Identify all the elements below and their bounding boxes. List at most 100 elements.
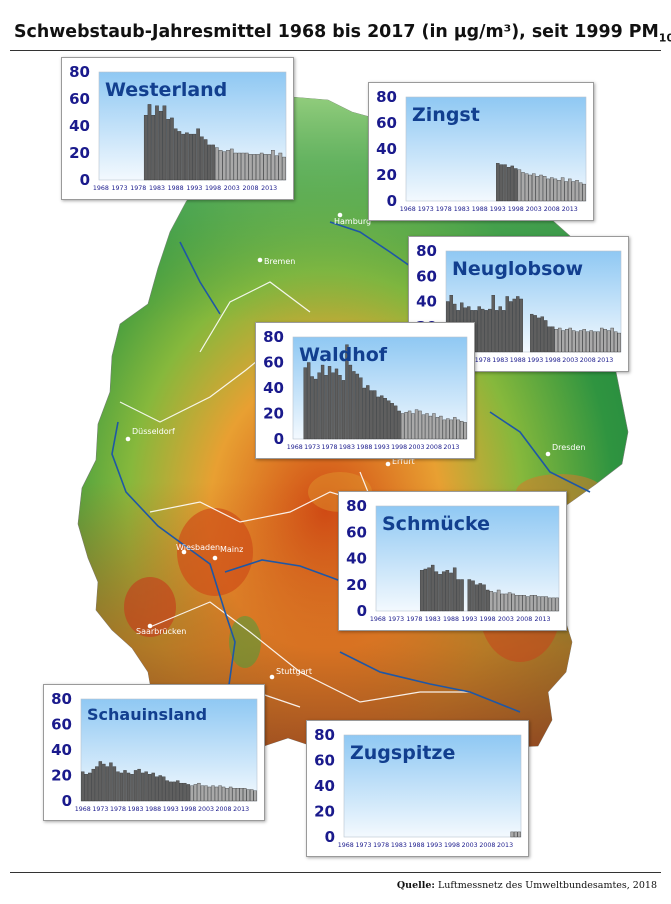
bar-2015 bbox=[510, 831, 514, 838]
x-tick-label: 1983 bbox=[149, 185, 165, 192]
bar-1993 bbox=[169, 781, 173, 802]
bar-2010 bbox=[256, 154, 260, 181]
bar-1989 bbox=[519, 298, 523, 353]
bar-1993 bbox=[467, 579, 472, 612]
bar-2004 bbox=[572, 330, 576, 353]
bar-1984 bbox=[348, 364, 353, 440]
bar-1996 bbox=[506, 167, 511, 202]
bar-1993 bbox=[533, 315, 537, 353]
bar-2000 bbox=[404, 412, 408, 440]
bar-1991 bbox=[185, 132, 189, 181]
bar-1996 bbox=[179, 782, 184, 802]
x-tick-label: 1978 bbox=[436, 206, 452, 213]
bar-1999 bbox=[400, 413, 405, 440]
x-tick-label: 2003 bbox=[526, 206, 542, 213]
chart-panel-schauinsland: 0 20 40 60 80 1968 1973 1978 1983 1988 1993 1998 200… bbox=[43, 684, 265, 821]
bar-1988 bbox=[173, 128, 178, 181]
bar-1976 bbox=[109, 762, 113, 802]
y-tick-label: 20 bbox=[376, 166, 397, 184]
x-tick-label: 2008 bbox=[242, 185, 258, 192]
x-tick-label: 1973 bbox=[418, 206, 434, 213]
bar-1996 bbox=[203, 139, 208, 181]
bar-2005 bbox=[421, 414, 426, 440]
bar-1992 bbox=[376, 396, 380, 440]
bar-1986 bbox=[144, 771, 148, 802]
x-tick-label: 1998 bbox=[545, 357, 561, 364]
bar-1979 bbox=[484, 310, 488, 353]
x-tick-label: 1988 bbox=[356, 444, 372, 451]
bar-2016 bbox=[460, 420, 464, 440]
bar-1994 bbox=[383, 398, 387, 440]
y-tick-label: 80 bbox=[314, 726, 335, 744]
bar-1987 bbox=[359, 377, 363, 440]
plot-area bbox=[343, 734, 522, 838]
bar-1988 bbox=[362, 387, 367, 440]
bar-2016 bbox=[278, 152, 283, 181]
bar-2017 bbox=[617, 332, 621, 353]
bar-2004 bbox=[507, 592, 512, 612]
bar-2008 bbox=[522, 595, 526, 612]
x-tick-label: 2003 bbox=[198, 806, 214, 813]
city-label-hamburg: Hamburg bbox=[334, 217, 371, 226]
y-tick-label: 80 bbox=[376, 88, 397, 106]
bar-1983 bbox=[155, 105, 159, 181]
bar-1987 bbox=[147, 774, 152, 802]
x-tick-label: 1988 bbox=[510, 357, 526, 364]
bar-1984 bbox=[434, 571, 439, 612]
bar-2004 bbox=[233, 152, 238, 181]
x-tick-label: 1968 bbox=[338, 842, 354, 849]
bar-2009 bbox=[526, 596, 530, 612]
bar-2004 bbox=[535, 176, 540, 202]
bar-1986 bbox=[355, 373, 360, 440]
station-name-schauinsland: Schauinsland bbox=[87, 705, 207, 724]
bar-1997 bbox=[183, 782, 187, 802]
bar-1994 bbox=[196, 128, 200, 181]
station-name-zingst: Zingst bbox=[412, 104, 480, 126]
x-tick-label: 1993 bbox=[527, 357, 543, 364]
bar-1984 bbox=[158, 110, 163, 181]
bar-2007 bbox=[244, 152, 249, 181]
y-tick-label: 60 bbox=[69, 90, 90, 108]
y-tick-label: 0 bbox=[62, 792, 72, 810]
bar-1985 bbox=[505, 296, 509, 353]
bar-2014 bbox=[453, 417, 457, 440]
bar-2017 bbox=[253, 790, 257, 802]
bar-1997 bbox=[510, 165, 514, 202]
bar-1994 bbox=[471, 580, 475, 612]
bar-1991 bbox=[460, 579, 464, 612]
bar-2008 bbox=[221, 786, 226, 802]
x-tick-label: 2013 bbox=[443, 444, 459, 451]
bar-1980 bbox=[419, 570, 424, 612]
bar-2003 bbox=[568, 327, 572, 353]
x-tick-label: 1983 bbox=[454, 206, 470, 213]
x-tick-label: 1998 bbox=[391, 444, 407, 451]
x-tick-label: 1983 bbox=[128, 806, 144, 813]
bar-2013 bbox=[267, 154, 271, 181]
bar-1988 bbox=[151, 772, 155, 802]
bar-1990 bbox=[158, 775, 162, 802]
bar-2009 bbox=[553, 178, 558, 202]
bar-2012 bbox=[600, 327, 604, 353]
bar-1985 bbox=[162, 105, 167, 181]
bar-1995 bbox=[200, 136, 204, 181]
bar-2011 bbox=[442, 419, 447, 440]
bar-2014 bbox=[544, 596, 548, 612]
bar-1997 bbox=[547, 326, 551, 353]
bar-1977 bbox=[324, 375, 328, 440]
bar-2002 bbox=[528, 174, 532, 202]
bar-2015 bbox=[610, 327, 614, 353]
chart-title: Schwebstaub-Jahresmittel 1968 bis 2017 (… bbox=[14, 22, 671, 45]
x-tick-label: 2013 bbox=[497, 842, 513, 849]
bar-1980 bbox=[488, 308, 492, 353]
y-tick-label: 40 bbox=[346, 550, 367, 568]
bar-2003 bbox=[504, 593, 508, 612]
bar-2017 bbox=[282, 156, 286, 181]
bar-2014 bbox=[242, 788, 247, 802]
bar-2000 bbox=[493, 592, 497, 612]
x-tick-label: 2003 bbox=[224, 185, 240, 192]
x-tick-label: 1973 bbox=[112, 185, 128, 192]
y-tick-label: 0 bbox=[357, 602, 367, 620]
top-rule bbox=[10, 50, 661, 51]
bar-1985 bbox=[352, 371, 356, 440]
